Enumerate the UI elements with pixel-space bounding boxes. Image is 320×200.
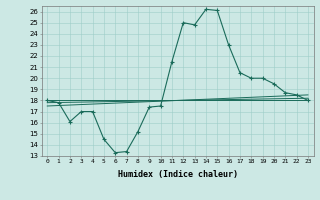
X-axis label: Humidex (Indice chaleur): Humidex (Indice chaleur)	[118, 170, 237, 179]
